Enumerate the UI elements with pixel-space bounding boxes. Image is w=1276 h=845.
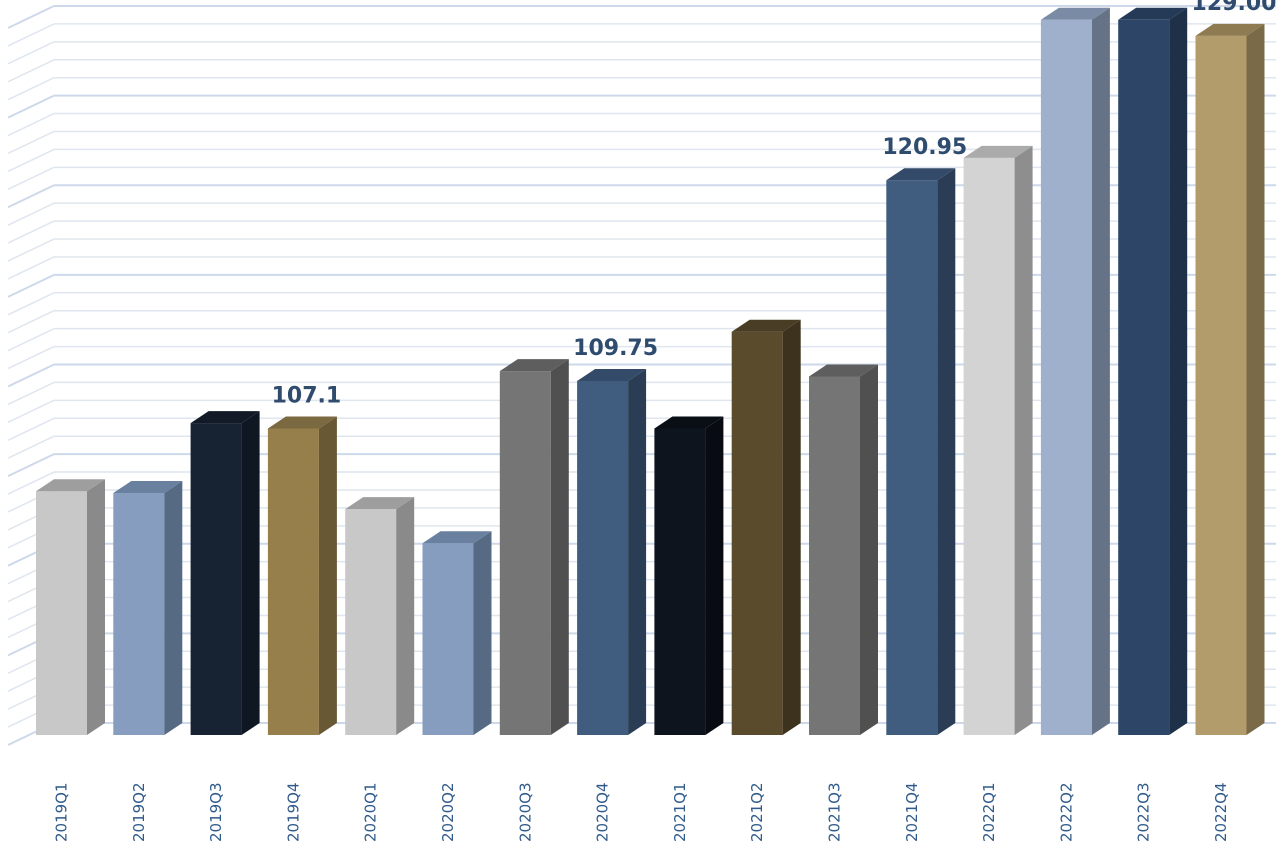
- x-tick-label: 2021Q1: [671, 782, 689, 842]
- x-tick-label: 2020Q3: [516, 782, 534, 842]
- bar: [345, 497, 415, 735]
- x-tick-label: 2019Q1: [53, 782, 71, 842]
- x-tick-label: 2020Q1: [362, 782, 380, 842]
- x-tick-label: 2022Q3: [1135, 782, 1153, 842]
- bar: [113, 481, 183, 735]
- bar: [886, 168, 956, 735]
- bar: [1040, 7, 1110, 736]
- x-tick-label: 2019Q2: [130, 782, 148, 842]
- bar: [809, 364, 878, 735]
- bar: [731, 319, 801, 735]
- bar: [1195, 23, 1265, 736]
- bar: [36, 479, 105, 735]
- data-label: 107.1: [272, 383, 342, 408]
- x-tick-label: 2021Q4: [903, 782, 921, 842]
- bar: [422, 531, 492, 735]
- bar: [499, 359, 569, 735]
- x-tick-label: 2021Q2: [748, 782, 766, 842]
- x-axis-tick-labels: 2019Q1 2019Q2 2019Q3 2019Q4 2020Q1 2020Q2 2020…: [53, 782, 1231, 842]
- x-tick-label: 2019Q3: [207, 782, 225, 842]
- bars: [36, 7, 1265, 736]
- x-tick-label: 2022Q4: [1212, 782, 1230, 842]
- data-label: 120.95: [882, 135, 967, 160]
- x-tick-label: 2019Q4: [284, 782, 302, 842]
- data-label: 129.00: [1192, 0, 1276, 16]
- x-tick-label: 2021Q3: [826, 782, 844, 842]
- x-tick-label: 2022Q1: [980, 782, 998, 842]
- bar: [963, 145, 1033, 735]
- bar: [654, 416, 724, 735]
- x-tick-label: 2020Q4: [594, 782, 612, 842]
- bar: [577, 368, 647, 735]
- data-labels: 107.1 109.75 120.95 129.00: [272, 0, 1276, 408]
- x-tick-label: 2020Q2: [439, 782, 457, 842]
- bar: [190, 411, 260, 735]
- bar: [1118, 7, 1188, 736]
- x-tick-label: 2022Q2: [1057, 782, 1075, 842]
- gridline: [7, 5, 1276, 29]
- bar: [267, 416, 337, 735]
- data-label: 109.75: [573, 336, 658, 361]
